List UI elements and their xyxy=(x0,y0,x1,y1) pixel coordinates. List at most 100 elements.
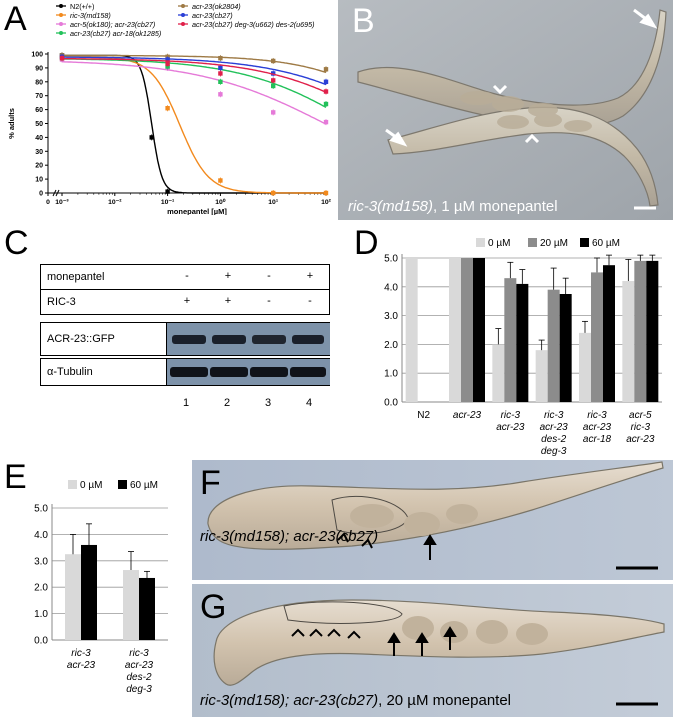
series-curve xyxy=(62,57,327,93)
y-tick-label: 5.0 xyxy=(384,254,398,265)
series-curve xyxy=(62,54,327,74)
bar xyxy=(516,283,529,402)
axis-break xyxy=(52,189,57,197)
y-tick-label: 10 xyxy=(35,177,43,184)
axis-break xyxy=(55,189,60,197)
series-curve xyxy=(61,61,327,125)
panel-label-g: G xyxy=(200,588,227,626)
panel-b-caption-treatment: , 1 µM monepantel xyxy=(433,198,558,215)
data-point xyxy=(271,83,276,89)
y-tick-label: 50 xyxy=(35,121,43,128)
y-tick-label: 5.0 xyxy=(34,504,48,515)
legend-label: ric-3(md158) xyxy=(70,11,111,20)
y-tick-label: 3.0 xyxy=(34,556,48,567)
data-point xyxy=(218,71,223,76)
data-point xyxy=(323,190,329,196)
data-point xyxy=(323,89,329,94)
y-tick-label: 80 xyxy=(35,79,43,86)
bar xyxy=(579,332,591,402)
panel-b-caption: ric-3(md158), 1 µM monepantel xyxy=(348,198,558,215)
panel-label-b: B xyxy=(352,2,375,40)
legend-marker xyxy=(59,31,63,35)
y-tick-label: 70 xyxy=(35,93,43,100)
bar xyxy=(405,258,418,402)
y-tick-label: 100 xyxy=(31,52,43,59)
x-tick-label: 0 xyxy=(46,199,50,206)
wb-label-ric3: RIC-3 xyxy=(47,296,76,308)
y-tick-label: 0 xyxy=(39,191,43,198)
category-label: acr-23 xyxy=(540,422,569,433)
y-tick-label: 4.0 xyxy=(384,282,398,293)
legend-marker xyxy=(59,22,63,26)
panel-g-micrograph: ric-3(md158); acr-23(cb27), 20 µM monepa… xyxy=(192,584,673,717)
data-point xyxy=(271,71,276,76)
bar xyxy=(473,258,485,402)
y-tick-label: 3.0 xyxy=(384,311,398,322)
wb-sign: + xyxy=(306,270,314,282)
category-label: acr-5 xyxy=(629,410,652,421)
y-tick-label: 1.0 xyxy=(34,609,48,620)
bar xyxy=(461,258,473,402)
panel-label-f: F xyxy=(200,464,221,502)
y-tick-label: 20 xyxy=(35,163,43,170)
panel-d-chart: 0 µM 20 µM 60 µM 0.0 1.0 2.0 3.0 4.0 5.0 N2 acr-23… xyxy=(384,238,662,457)
wb-sign: - xyxy=(267,295,271,307)
legend-marker xyxy=(59,4,63,8)
wb-label-monepantel: monepantel xyxy=(47,271,105,283)
wb-lane-number: 1 xyxy=(182,397,190,409)
legend-label: acr-5(ok180); acr-23(cb27) xyxy=(70,20,155,29)
y-tick-label: 0.0 xyxy=(34,636,48,647)
series-curve xyxy=(62,54,326,194)
category-label: acr-23 xyxy=(583,422,612,433)
legend-label: 0 µM xyxy=(80,480,102,491)
wb-sign: + xyxy=(183,295,191,307)
y-axis-label: % adults xyxy=(7,108,16,139)
data-point xyxy=(165,61,170,66)
bar xyxy=(81,544,97,640)
data-point xyxy=(165,57,170,62)
x-tick-label: 10⁻¹ xyxy=(161,199,175,206)
category-label: ric-3 xyxy=(71,648,91,659)
legend-swatch xyxy=(118,480,127,489)
y-tick-label: 40 xyxy=(35,135,43,142)
y-tick-label: 2.0 xyxy=(384,340,398,351)
bar xyxy=(65,554,81,640)
data-point xyxy=(271,78,276,83)
panel-g-caption-genotype: ric-3(md158); acr-23(cb27) xyxy=(200,692,379,709)
data-point xyxy=(323,67,329,72)
wb-row-monepantel: monepantel - + - + xyxy=(40,264,330,290)
panel-label-e: E xyxy=(4,458,27,496)
data-point xyxy=(218,65,223,71)
y-tick-label: 2.0 xyxy=(34,583,48,594)
category-label: acr-23 xyxy=(125,660,154,671)
legend-label: 60 µM xyxy=(130,480,158,491)
bar xyxy=(634,260,647,402)
panel-f-caption: ric-3(md158); acr-23(cb27) xyxy=(200,528,379,545)
x-axis-label: monepantel [µM] xyxy=(167,207,227,215)
x-tick-label: 10⁰ xyxy=(215,198,226,206)
bar xyxy=(449,258,461,402)
bar xyxy=(646,260,659,402)
category-label: acr-23 xyxy=(496,422,525,433)
series-curve xyxy=(62,56,327,86)
x-tick-label: 10² xyxy=(321,199,332,206)
category-label: ric-3 xyxy=(587,410,607,421)
category-label: N2 xyxy=(417,410,430,421)
wb-label-tubulin: α-Tubulin xyxy=(47,366,93,378)
data-point xyxy=(218,178,223,183)
wb-row-ric3: RIC-3 + + - - xyxy=(40,289,330,315)
legend-marker xyxy=(181,22,185,26)
series-curve xyxy=(61,58,327,109)
legend-swatch xyxy=(476,238,485,247)
data-point xyxy=(271,110,276,115)
y-tick-label: 30 xyxy=(35,149,43,156)
data-point xyxy=(149,135,154,140)
category-label: ric-3 xyxy=(631,422,651,433)
legend-label: 20 µM xyxy=(540,238,568,249)
legend-label: acr-23(cb27) acr-18(ok1285) xyxy=(70,29,161,38)
panel-c-western-blot: monepantel - + - + RIC-3 + + - - ACR-23:… xyxy=(40,264,330,424)
legend-label: 60 µM xyxy=(592,238,620,249)
panel-g-caption-treatment: , 20 µM monepantel xyxy=(378,692,512,709)
wb-lane-number: 4 xyxy=(305,397,313,409)
legend-swatch xyxy=(528,238,537,247)
